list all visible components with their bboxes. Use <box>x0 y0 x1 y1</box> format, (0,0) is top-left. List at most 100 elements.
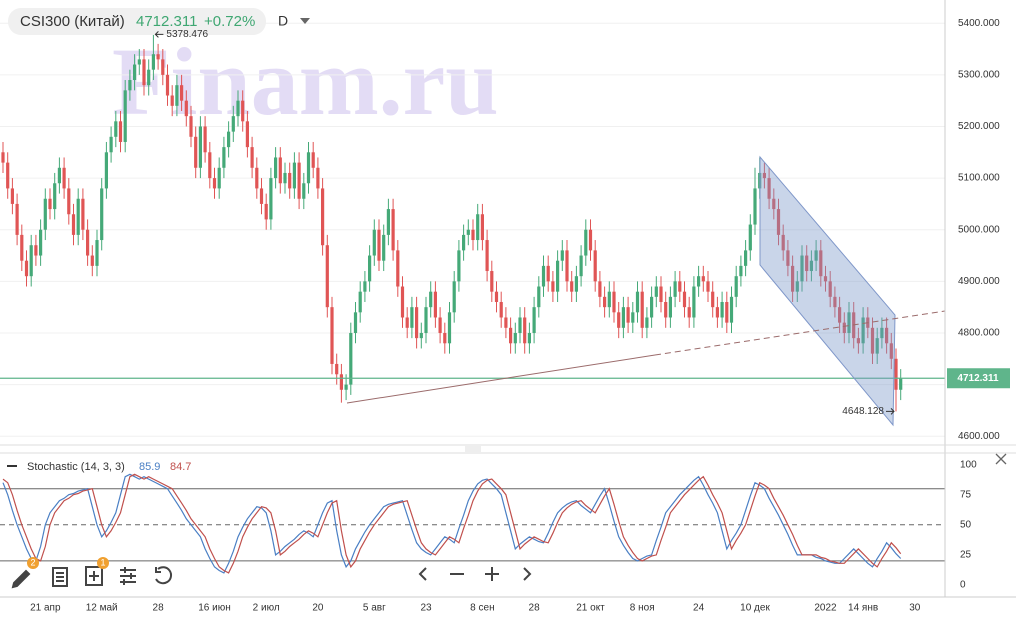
candle-body <box>222 147 226 168</box>
candle-body <box>90 255 94 266</box>
symbol-box[interactable] <box>8 8 266 35</box>
candle-body <box>673 281 677 297</box>
candle-body <box>833 296 837 308</box>
scroll-left[interactable] <box>418 567 427 581</box>
candle-body <box>706 281 710 292</box>
candle-body <box>368 255 372 282</box>
candle-body <box>899 378 903 390</box>
candle-body <box>161 59 165 75</box>
candle-body <box>697 276 701 287</box>
x-tick-label: 21 окт <box>576 603 605 614</box>
candle-body <box>640 291 644 328</box>
candle-body <box>123 90 127 142</box>
badge-count: 2 <box>30 557 35 567</box>
candle-body <box>100 188 104 241</box>
scroll-right[interactable] <box>523 567 532 581</box>
candle-body <box>194 136 198 168</box>
candle-body <box>838 307 842 323</box>
candle-body <box>776 209 781 235</box>
candle-body <box>43 198 47 230</box>
candle-body <box>593 250 597 282</box>
candle-body <box>349 332 353 385</box>
candle-body <box>330 307 334 364</box>
candle-body <box>480 214 484 241</box>
add-tool[interactable] <box>85 566 103 586</box>
y-tick-label: 25 <box>960 550 972 561</box>
draw-tool[interactable] <box>11 569 31 589</box>
candle-body <box>39 229 43 256</box>
candle-body <box>20 234 24 261</box>
list-tool[interactable] <box>52 567 68 587</box>
candle-body <box>264 203 268 220</box>
candle-body <box>889 343 893 359</box>
candle-body <box>795 281 799 292</box>
candle-body <box>678 281 682 292</box>
candle-body <box>819 250 823 277</box>
price-tag-label: 4712.311 <box>957 373 999 384</box>
candle-body <box>15 203 19 235</box>
candle-body <box>490 271 494 292</box>
candle-body <box>701 276 705 282</box>
candle-body <box>321 188 325 246</box>
candle-body <box>781 234 785 251</box>
candle-body <box>617 312 621 328</box>
candle-body <box>772 198 776 210</box>
x-tick-label: 2022 <box>814 603 837 614</box>
candle-body <box>847 312 851 333</box>
x-tick-label: 12 май <box>86 603 118 614</box>
candle-body <box>175 85 179 106</box>
overlay: 21 апр 12 май 28 16 июн 2 июл 20 5 авг 23 8 сен 2… <box>30 29 1010 614</box>
candle-body <box>828 281 832 297</box>
interval[interactable]: D <box>278 13 288 29</box>
candle-body <box>208 152 212 179</box>
candle-body <box>339 374 343 390</box>
settings-tool[interactable] <box>120 567 136 585</box>
candle-body <box>744 250 748 266</box>
trend-line-extension[interactable] <box>654 310 946 356</box>
candle-body <box>532 307 536 333</box>
candle-body <box>180 85 184 101</box>
candle-body <box>76 198 80 235</box>
candle-body <box>885 327 889 344</box>
change: +0.72% <box>204 13 255 30</box>
y-tick-label: 50 <box>960 519 972 530</box>
min-label: 4648.128 <box>842 406 884 417</box>
candle-body <box>62 167 66 189</box>
candle-body <box>396 250 400 287</box>
candle-body <box>245 121 249 148</box>
candle-body <box>250 147 254 168</box>
candle-body <box>856 338 860 344</box>
y-tick-label: 4900.000 <box>958 276 1000 287</box>
candle-body <box>664 302 668 318</box>
dropdown-arrow[interactable] <box>300 18 310 24</box>
candle-body <box>650 296 654 318</box>
zoom-in[interactable] <box>485 567 499 581</box>
x-tick-label: 28 <box>529 603 541 614</box>
candle-body <box>504 317 508 328</box>
y-tick-label: 100 <box>960 459 977 470</box>
y-tick-label: 5200.000 <box>958 121 1000 132</box>
candle-body <box>541 265 546 287</box>
trend-line[interactable] <box>346 354 656 404</box>
close-indicator[interactable] <box>995 453 1007 465</box>
candle-body <box>198 126 202 168</box>
candle-body <box>786 250 790 266</box>
candle-body <box>259 188 264 204</box>
candle-body <box>391 209 395 251</box>
badge-count: 1 <box>100 557 105 567</box>
candle-body <box>725 302 729 323</box>
undo-tool[interactable] <box>155 566 173 585</box>
candle-body <box>316 167 320 189</box>
candle-body <box>95 240 99 266</box>
candle-body <box>612 291 616 313</box>
resize-handle[interactable] <box>465 446 481 452</box>
trend-channel[interactable] <box>759 155 896 427</box>
badge <box>97 557 109 569</box>
candle-body <box>118 121 123 142</box>
candle-body <box>34 245 38 256</box>
x-tick-label: 16 июн <box>198 603 231 614</box>
candle-body <box>800 255 804 282</box>
k-value: 85.9 <box>139 461 160 473</box>
candle-body <box>288 172 292 189</box>
